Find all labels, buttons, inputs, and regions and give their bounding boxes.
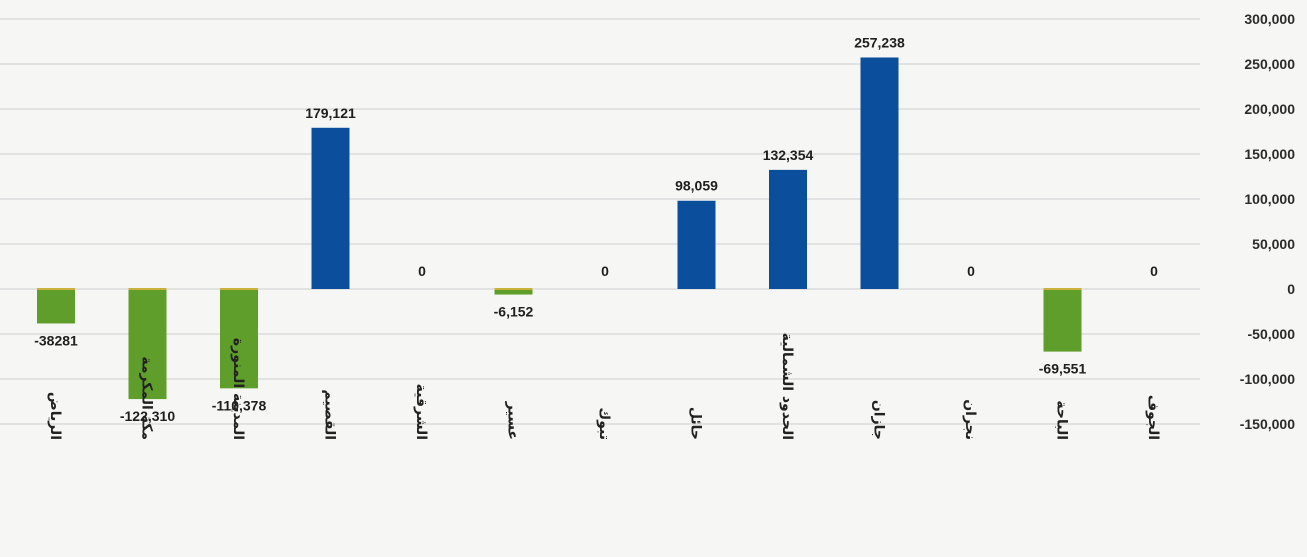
data-label: -38281 bbox=[34, 332, 78, 348]
bar bbox=[220, 289, 258, 389]
category-label: جازان bbox=[871, 400, 887, 440]
data-label: -122,310 bbox=[120, 408, 175, 424]
data-label: 98,059 bbox=[675, 178, 718, 194]
y-tick-label: 250,000 bbox=[1244, 56, 1295, 72]
category-label: عسير bbox=[505, 401, 521, 440]
y-tick-label: 300,000 bbox=[1244, 11, 1295, 27]
category-label: الشرقية bbox=[413, 384, 429, 440]
bar bbox=[677, 200, 716, 289]
bar bbox=[1043, 289, 1082, 352]
data-labels: -38281 -122,310 -110,378 179,121 0 -6,152 0 98,… bbox=[34, 34, 1158, 424]
data-label: -110,378 bbox=[212, 397, 267, 413]
category-label: الرياض bbox=[47, 392, 63, 440]
y-tick-label: 50,000 bbox=[1252, 236, 1295, 252]
y-tick-label: -50,000 bbox=[1248, 326, 1296, 342]
category-label: نجران bbox=[962, 399, 978, 440]
data-label: 257,238 bbox=[854, 34, 905, 50]
bar bbox=[128, 289, 167, 400]
bar bbox=[311, 127, 350, 289]
category-label: الجوف bbox=[1145, 395, 1161, 440]
data-label: -6,152 bbox=[494, 304, 534, 320]
category-label: مكة المكرمة bbox=[139, 356, 155, 440]
data-label: -69,551 bbox=[1039, 361, 1087, 377]
data-label: 0 bbox=[967, 263, 975, 279]
y-tick-label: 150,000 bbox=[1244, 146, 1295, 162]
category-label: الباحة bbox=[1054, 400, 1070, 440]
data-label: 0 bbox=[418, 263, 426, 279]
category-label: تبوك bbox=[596, 407, 612, 440]
bar bbox=[37, 289, 75, 324]
category-label: الحدود الشمالية bbox=[779, 333, 795, 440]
y-axis-tick-labels: 300,000 250,000 200,000 150,000 100,000 50,00… bbox=[1240, 11, 1295, 432]
bar bbox=[769, 169, 807, 289]
bar bbox=[494, 289, 533, 295]
bar bbox=[860, 57, 899, 289]
y-tick-label: -100,000 bbox=[1240, 371, 1295, 387]
gridlines bbox=[0, 18, 1200, 425]
data-label: 179,121 bbox=[305, 105, 356, 121]
bars bbox=[37, 57, 1082, 400]
category-labels: الرياض مكة المكرمة المدينة المنورة القصيم ال… bbox=[47, 333, 1161, 440]
bar-cap bbox=[128, 288, 167, 290]
bar-cap bbox=[1043, 288, 1082, 290]
y-tick-label: -150,000 bbox=[1240, 416, 1295, 432]
data-label: 0 bbox=[1150, 263, 1158, 279]
bar-cap bbox=[37, 288, 75, 290]
category-label: المدينة المنورة bbox=[230, 338, 246, 440]
y-tick-label: 100,000 bbox=[1244, 191, 1295, 207]
category-label: حائل bbox=[688, 407, 704, 440]
y-tick-label: 0 bbox=[1287, 281, 1295, 297]
bar-cap bbox=[494, 288, 533, 290]
data-label: 132,354 bbox=[763, 147, 814, 163]
category-label: القصيم bbox=[322, 389, 338, 440]
data-label: 0 bbox=[601, 263, 609, 279]
bar-cap bbox=[220, 288, 258, 290]
y-tick-label: 200,000 bbox=[1244, 101, 1295, 117]
